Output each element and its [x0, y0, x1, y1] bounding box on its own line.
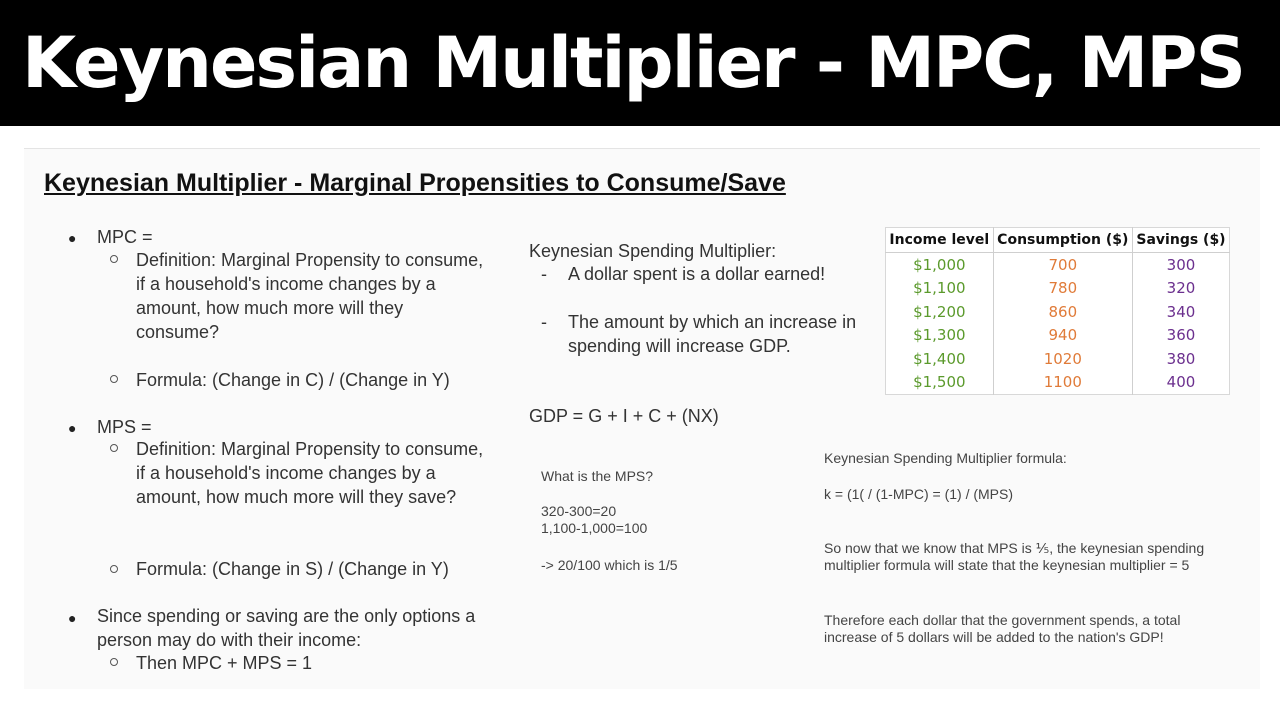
- table-header-cell: Consumption ($): [993, 227, 1134, 253]
- calc-line-2: 1,100-1,000=100: [541, 520, 648, 536]
- table-header-cell: Savings ($): [1132, 227, 1230, 253]
- circle-bullet-icon: [110, 658, 118, 666]
- dash-bullet-icon: -: [541, 264, 547, 284]
- then-text: Then MPC + MPS = 1: [136, 653, 313, 673]
- circle-bullet-icon: [110, 255, 118, 263]
- consumption-cell: 940: [993, 323, 1134, 347]
- consumption-cell: 780: [993, 276, 1134, 300]
- table-row: $1,100 780 320: [885, 276, 1230, 300]
- bullet-dot-icon: ●: [68, 420, 77, 436]
- bullet-dot-icon: ●: [68, 230, 77, 246]
- table-row: $1,200 860 340: [885, 300, 1230, 324]
- table-row: $1,500 1100 400: [885, 370, 1230, 395]
- income-cell: $1,000: [885, 252, 994, 277]
- calc-result: -> 20/100 which is 1/5: [541, 557, 678, 573]
- table-header-row: Income level Consumption ($) Savings ($): [885, 227, 1230, 253]
- mps-label: MPS =: [97, 417, 152, 437]
- slide-title: Keynesian Multiplier - Marginal Propensi…: [44, 169, 786, 197]
- multiplier-point-2: The amount by which an increase in spend…: [568, 312, 857, 356]
- table-row: $1,000 700 300: [885, 252, 1230, 277]
- slide-content: Keynesian Multiplier - Marginal Propensi…: [24, 148, 1260, 689]
- multiplier-heading: Keynesian Spending Multiplier:: [529, 241, 777, 261]
- since-text: Since spending or saving are the only op…: [97, 606, 476, 650]
- mps-formula: Formula: (Change in S) / (Change in Y): [136, 559, 449, 579]
- savings-cell: 300: [1166, 255, 1196, 274]
- mpc-definition: Definition: Marginal Propensity to consu…: [136, 250, 484, 342]
- mps-question: What is the MPS?: [541, 468, 654, 484]
- income-cell: $1,200: [885, 300, 994, 324]
- calc-line-1: 320-300=20: [541, 503, 617, 519]
- formula-heading: Keynesian Spending Multiplier formula:: [824, 450, 1067, 466]
- table-header-cell: Income level: [885, 227, 994, 253]
- multiplier-conclusion: So now that we know that MPS is ⅕, the k…: [824, 540, 1205, 573]
- table-row: $1,400 1020 380: [885, 347, 1230, 371]
- gdp-formula: GDP = G + I + C + (NX): [529, 406, 719, 426]
- page-banner-title: Keynesian Multiplier - MPC, MPS: [0, 0, 1280, 126]
- savings-cell: 340: [1166, 302, 1196, 321]
- savings-cell: 380: [1166, 349, 1196, 368]
- circle-bullet-icon: [110, 565, 118, 573]
- circle-bullet-icon: [110, 375, 118, 383]
- bullet-dot-icon: ●: [68, 610, 77, 626]
- multiplier-formula: k = (1( / (1-MPC) = (1) / (MPS): [824, 486, 1014, 502]
- income-cell: $1,400: [885, 347, 994, 371]
- income-cell: $1,300: [885, 323, 994, 347]
- circle-bullet-icon: [110, 444, 118, 452]
- consumption-cell: 1020: [993, 347, 1134, 371]
- income-cell: $1,500: [885, 370, 994, 395]
- multiplier-point-1: A dollar spent is a dollar earned!: [568, 264, 826, 284]
- savings-cell: 360: [1166, 326, 1196, 345]
- table-row: $1,300 940 360: [885, 323, 1230, 347]
- mpc-formula: Formula: (Change in C) / (Change in Y): [136, 370, 450, 390]
- income-table: Income level Consumption ($) Savings ($)…: [885, 227, 1230, 395]
- consumption-cell: 700: [993, 252, 1134, 277]
- savings-cell: 400: [1166, 373, 1196, 392]
- multiplier-therefore: Therefore each dollar that the governmen…: [824, 612, 1181, 645]
- income-cell: $1,100: [885, 276, 994, 300]
- mps-definition: Definition: Marginal Propensity to consu…: [136, 439, 484, 507]
- mpc-label: MPC =: [97, 227, 153, 247]
- dash-bullet-icon: -: [541, 312, 547, 332]
- consumption-cell: 860: [993, 300, 1134, 324]
- consumption-cell: 1100: [993, 370, 1134, 395]
- savings-cell: 320: [1166, 279, 1196, 298]
